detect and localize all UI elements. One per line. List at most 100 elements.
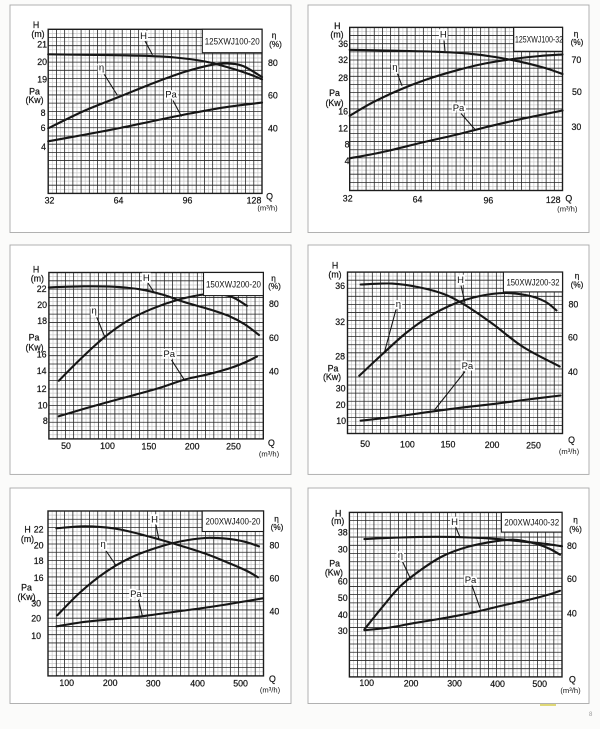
svg-text:6: 6 [41, 123, 46, 133]
svg-text:12: 12 [338, 124, 348, 134]
svg-text:8: 8 [589, 712, 593, 718]
svg-text:10: 10 [336, 416, 346, 426]
svg-text:H: H [151, 514, 158, 525]
svg-text:70: 70 [572, 55, 582, 65]
svg-text:30: 30 [572, 122, 582, 132]
svg-text:64: 64 [413, 195, 423, 205]
svg-text:30: 30 [338, 544, 348, 554]
svg-text:60: 60 [268, 91, 278, 101]
svg-text:80: 80 [569, 300, 579, 310]
svg-text:38: 38 [338, 527, 348, 537]
svg-text:H: H [33, 264, 39, 274]
svg-text:400: 400 [490, 679, 505, 689]
svg-text:21: 21 [37, 40, 47, 50]
svg-text:128: 128 [546, 195, 561, 205]
svg-text:(m³/h): (m³/h) [559, 447, 580, 456]
svg-text:300: 300 [146, 679, 161, 689]
svg-text:80: 80 [268, 58, 278, 68]
svg-text:20: 20 [336, 400, 346, 410]
svg-text:125XWJ100-32: 125XWJ100-32 [515, 35, 563, 45]
svg-text:η: η [271, 274, 276, 283]
svg-text:32: 32 [343, 194, 353, 204]
svg-text:19: 19 [37, 75, 47, 85]
svg-text:200: 200 [485, 440, 500, 450]
svg-text:80: 80 [567, 541, 577, 551]
svg-text:28: 28 [335, 351, 345, 361]
svg-text:200XWJ400-32: 200XWJ400-32 [504, 518, 559, 528]
svg-text:40: 40 [567, 609, 577, 619]
svg-text:50: 50 [360, 439, 370, 449]
svg-text:100: 100 [100, 441, 115, 451]
svg-text:η: η [92, 305, 97, 316]
svg-text:10: 10 [31, 631, 41, 641]
svg-text:Pa: Pa [165, 89, 177, 100]
svg-text:Pa: Pa [465, 575, 477, 586]
svg-text:Pa: Pa [163, 349, 175, 360]
svg-text:Pa: Pa [462, 361, 474, 372]
svg-text:Pa: Pa [21, 582, 32, 592]
svg-text:100: 100 [59, 678, 74, 688]
svg-text:40: 40 [269, 367, 279, 377]
svg-text:80: 80 [269, 299, 279, 309]
svg-text:4: 4 [41, 142, 46, 152]
svg-text:Pa: Pa [29, 87, 40, 97]
svg-text:18: 18 [37, 316, 47, 326]
svg-text:30: 30 [336, 384, 346, 394]
svg-text:250: 250 [226, 442, 241, 452]
svg-text:(Kw): (Kw) [17, 592, 35, 602]
svg-text:8: 8 [41, 108, 46, 118]
svg-text:(%): (%) [269, 40, 282, 49]
svg-text:Q: Q [569, 675, 576, 685]
svg-text:40: 40 [270, 606, 280, 616]
svg-text:H: H [332, 261, 338, 271]
svg-text:8: 8 [345, 140, 350, 150]
svg-text:(m³/h): (m³/h) [257, 204, 278, 213]
svg-text:20: 20 [34, 540, 44, 550]
svg-text:η: η [392, 62, 397, 73]
svg-text:Q: Q [266, 192, 273, 202]
svg-text:60: 60 [269, 333, 279, 343]
svg-text:50: 50 [572, 87, 582, 97]
svg-text:12: 12 [37, 384, 47, 394]
svg-text:H: H [334, 21, 340, 31]
svg-text:(Kw): (Kw) [325, 568, 343, 578]
svg-text:η: η [574, 30, 579, 39]
svg-text:(%): (%) [271, 523, 284, 532]
svg-text:150: 150 [142, 442, 157, 452]
svg-text:η: η [101, 539, 106, 550]
svg-text:32: 32 [45, 196, 55, 206]
svg-text:(%): (%) [268, 282, 281, 291]
svg-text:32: 32 [338, 55, 348, 65]
svg-text:16: 16 [34, 573, 44, 583]
svg-text:18: 18 [34, 556, 44, 566]
svg-text:η: η [99, 62, 104, 73]
svg-text:16: 16 [338, 107, 348, 117]
svg-text:8: 8 [43, 416, 48, 426]
svg-text:H: H [451, 517, 458, 528]
svg-text:20: 20 [37, 300, 47, 310]
svg-text:20: 20 [37, 57, 47, 67]
svg-text:50: 50 [61, 441, 71, 451]
svg-text:Q: Q [568, 435, 575, 445]
svg-text:H: H [457, 275, 464, 286]
svg-text:96: 96 [484, 195, 494, 205]
svg-text:Q: Q [269, 674, 276, 684]
svg-text:(%): (%) [569, 525, 582, 534]
svg-text:H: H [143, 273, 150, 284]
svg-text:η: η [274, 514, 279, 523]
svg-text:η: η [573, 516, 578, 525]
svg-text:60: 60 [568, 333, 578, 343]
svg-text:(m): (m) [21, 534, 34, 544]
svg-text:200: 200 [185, 442, 200, 452]
svg-text:32: 32 [335, 317, 345, 327]
svg-text:20: 20 [31, 614, 41, 624]
svg-text:150: 150 [441, 440, 456, 450]
svg-text:40: 40 [268, 124, 278, 134]
svg-text:100: 100 [400, 440, 415, 450]
svg-text:40: 40 [338, 610, 348, 620]
svg-text:Pa: Pa [453, 103, 465, 114]
svg-text:Q: Q [268, 438, 275, 448]
svg-text:(m³/h): (m³/h) [260, 686, 281, 695]
svg-text:200XWJ400-20: 200XWJ400-20 [206, 517, 261, 527]
svg-text:500: 500 [233, 679, 248, 689]
